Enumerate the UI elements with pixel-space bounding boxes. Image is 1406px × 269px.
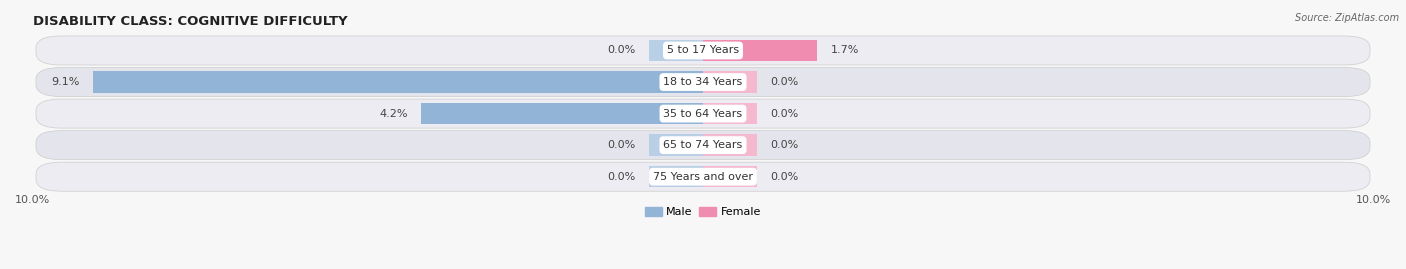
Bar [422, 103, 703, 124]
Text: 0.0%: 0.0% [770, 109, 799, 119]
Text: 35 to 64 Years: 35 to 64 Years [664, 109, 742, 119]
Text: 65 to 74 Years: 65 to 74 Years [664, 140, 742, 150]
Text: 0.0%: 0.0% [770, 140, 799, 150]
FancyBboxPatch shape [37, 99, 1369, 128]
Text: 0.0%: 0.0% [607, 140, 636, 150]
Text: 4.2%: 4.2% [380, 109, 408, 119]
Text: Source: ZipAtlas.com: Source: ZipAtlas.com [1295, 13, 1399, 23]
Text: 0.0%: 0.0% [770, 172, 799, 182]
FancyBboxPatch shape [37, 162, 1369, 191]
Bar [703, 103, 756, 124]
Bar [703, 166, 756, 187]
Bar [703, 40, 817, 61]
Text: 1.7%: 1.7% [831, 45, 859, 55]
Bar [703, 134, 756, 156]
Bar [703, 71, 756, 93]
Bar [650, 166, 703, 187]
FancyBboxPatch shape [37, 131, 1369, 160]
Bar [93, 71, 703, 93]
Text: 75 Years and over: 75 Years and over [652, 172, 754, 182]
FancyBboxPatch shape [37, 68, 1369, 97]
Text: 0.0%: 0.0% [607, 45, 636, 55]
Text: 18 to 34 Years: 18 to 34 Years [664, 77, 742, 87]
Bar [650, 40, 703, 61]
Text: 0.0%: 0.0% [607, 172, 636, 182]
FancyBboxPatch shape [37, 36, 1369, 65]
Bar [650, 134, 703, 156]
Text: 0.0%: 0.0% [770, 77, 799, 87]
Text: DISABILITY CLASS: COGNITIVE DIFFICULTY: DISABILITY CLASS: COGNITIVE DIFFICULTY [32, 15, 347, 28]
Legend: Male, Female: Male, Female [641, 202, 765, 222]
Text: 5 to 17 Years: 5 to 17 Years [666, 45, 740, 55]
Text: 9.1%: 9.1% [51, 77, 80, 87]
